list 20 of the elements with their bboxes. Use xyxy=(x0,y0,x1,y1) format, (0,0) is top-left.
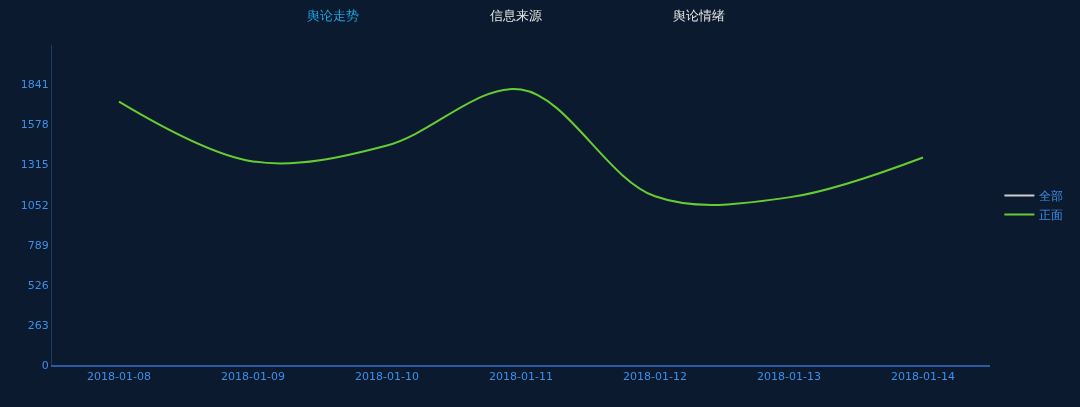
text: 舆论走势 xyxy=(307,8,359,23)
text: 舆论情绪 xyxy=(673,8,725,23)
x-tick-label: 2018-01-12 xyxy=(623,370,687,384)
y-tick-label: 0 xyxy=(41,358,49,372)
x-tick-label: 2018-01-13 xyxy=(757,370,821,384)
y-tick-label: 1841 xyxy=(20,78,49,92)
x-tick-label: 2018-01-10 xyxy=(355,370,419,384)
y-tick-label: 1052 xyxy=(20,198,49,212)
x-tick-label: 2018-01-14 xyxy=(891,370,955,384)
x-tick-label: 2018-01-09 xyxy=(221,370,285,384)
y-tick-label: 1578 xyxy=(20,118,49,132)
y-tick-label: 1315 xyxy=(20,158,49,172)
y-tick-label: 789 xyxy=(27,238,49,252)
text: 信息来源 xyxy=(490,8,542,23)
legend-label: 正面 xyxy=(1039,208,1064,223)
y-tick-label: 263 xyxy=(27,318,49,332)
x-tick-label: 2018-01-08 xyxy=(87,370,151,384)
y-tick-label: 526 xyxy=(27,278,49,292)
x-tick-label: 2018-01-11 xyxy=(489,370,553,384)
legend-label: 全部 xyxy=(1039,189,1064,204)
